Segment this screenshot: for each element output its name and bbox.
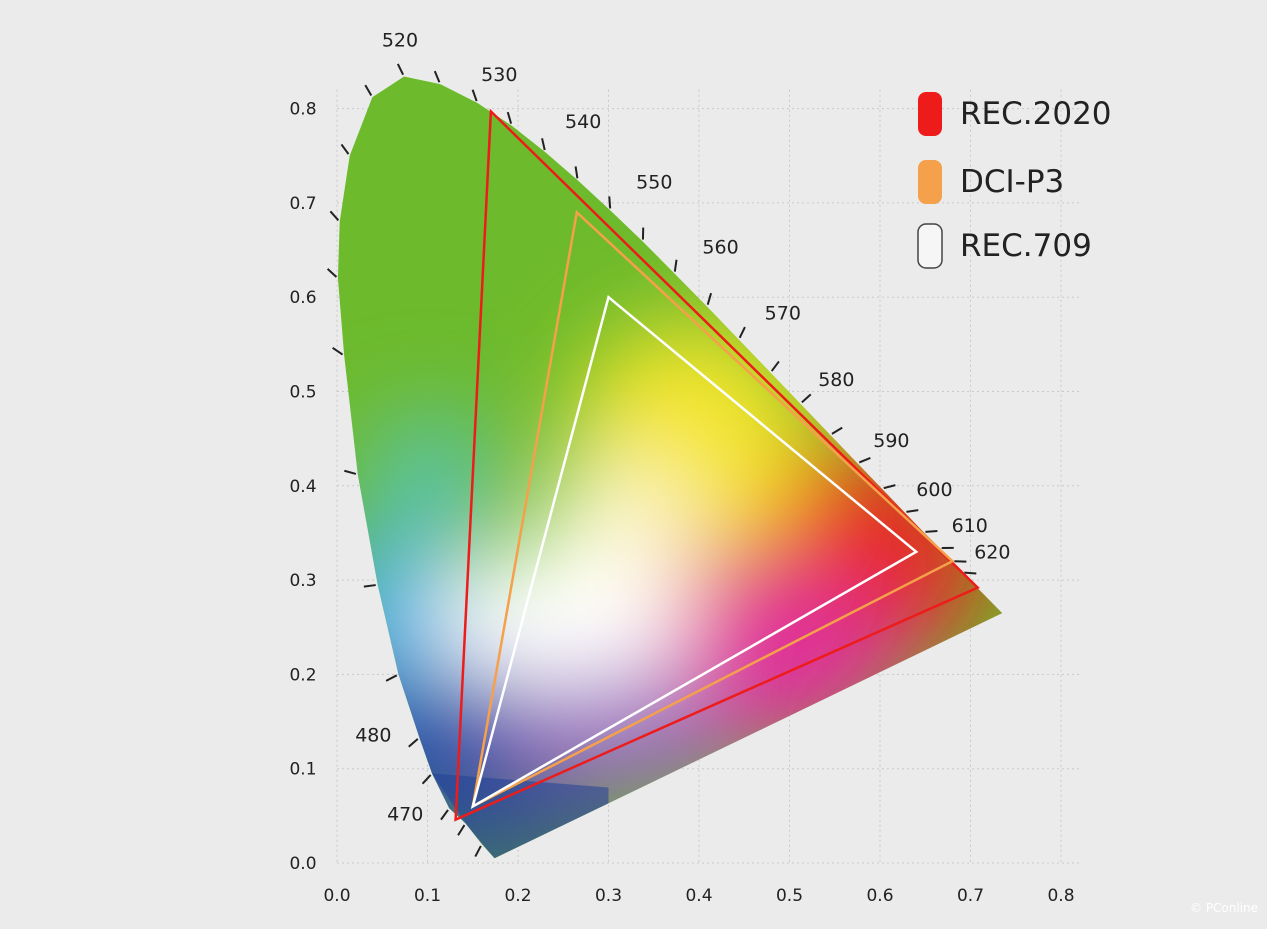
legend-swatch xyxy=(917,223,943,269)
y-tick-label: 0.6 xyxy=(289,288,316,308)
wavelength-tick xyxy=(474,845,482,857)
wavelength-tick xyxy=(574,166,579,179)
wavelength-tick xyxy=(329,210,340,221)
wavelength-tick xyxy=(831,426,843,435)
wavelength-tick xyxy=(883,484,896,490)
x-tick-label: 0.2 xyxy=(504,886,531,906)
legend: REC.2020 DCI-P3 REC.709 xyxy=(917,92,1112,269)
wavelength-label: 550 xyxy=(636,171,672,193)
legend-label: REC.2020 xyxy=(960,96,1112,132)
y-tick-label: 0.1 xyxy=(289,760,316,780)
wavelength-tick xyxy=(344,469,357,475)
wavelength-label: 600 xyxy=(916,479,952,501)
wavelength-label: 590 xyxy=(873,430,909,452)
gamut-triangles xyxy=(454,108,980,822)
wavelength-tick xyxy=(506,111,513,124)
legend-swatch xyxy=(918,160,942,204)
gamut-triangle-rec-2020 xyxy=(454,108,980,822)
x-tick-label: 0.0 xyxy=(323,886,350,906)
wavelength-ticks xyxy=(326,63,977,857)
wavelength-tick xyxy=(925,530,938,533)
y-tick-label: 0.8 xyxy=(289,100,316,120)
gamut-triangle-rec-709 xyxy=(470,294,919,809)
x-tick-label: 0.1 xyxy=(414,886,441,906)
wavelength-tick xyxy=(770,360,780,372)
wavelength-tick xyxy=(433,70,441,83)
wavelength-tick xyxy=(673,259,678,272)
wavelength-tick xyxy=(471,89,478,102)
wavelength-tick xyxy=(801,393,812,404)
wavelength-label: 530 xyxy=(481,64,517,86)
legend-label: REC.709 xyxy=(960,228,1092,264)
wavelength-tick xyxy=(421,774,432,785)
wavelength-tick xyxy=(541,138,546,151)
x-tick-label: 0.7 xyxy=(957,886,984,906)
axis-tick-labels: 0.0 0.1 0.2 0.3 0.4 0.5 0.6 0.7 0.8 0.0 0.1 0.2 0.3 0… xyxy=(289,100,1074,906)
wavelength-tick xyxy=(440,809,449,821)
wavelength-tick xyxy=(457,824,466,836)
x-tick-label: 0.8 xyxy=(1047,886,1074,906)
y-tick-label: 0.2 xyxy=(289,665,316,685)
wavelength-label: 470 xyxy=(387,803,423,825)
y-tick-label: 0.3 xyxy=(289,571,316,591)
wavelength-label: 570 xyxy=(765,303,801,325)
x-tick-label: 0.4 xyxy=(685,886,712,906)
legend-swatch xyxy=(918,92,942,136)
wavelength-tick xyxy=(363,584,376,588)
x-tick-label: 0.5 xyxy=(776,886,803,906)
wavelength-label: 520 xyxy=(382,30,418,52)
wavelength-tick xyxy=(608,196,612,209)
wavelength-label: 580 xyxy=(818,369,854,391)
y-tick-label: 0.4 xyxy=(289,477,316,497)
wavelength-tick xyxy=(340,143,350,155)
legend-label: DCI-P3 xyxy=(960,164,1064,200)
wavelength-tick xyxy=(396,63,404,76)
wavelength-tick xyxy=(706,292,713,305)
wavelength-tick xyxy=(385,674,398,682)
wavelength-tick xyxy=(964,571,977,575)
y-tick-label: 0.7 xyxy=(289,194,316,214)
wavelength-tick xyxy=(326,268,338,278)
watermark: © PConline xyxy=(1190,901,1258,915)
x-tick-label: 0.6 xyxy=(866,886,893,906)
wavelength-label: 540 xyxy=(565,111,601,133)
wavelength-tick xyxy=(364,84,373,97)
wavelength-tick xyxy=(738,326,746,339)
x-tick-label: 0.3 xyxy=(595,886,622,906)
y-tick-label: 0.5 xyxy=(289,383,316,403)
wavelength-label: 610 xyxy=(952,515,988,537)
wavelength-tick xyxy=(408,738,419,748)
wavelength-tick xyxy=(332,347,344,356)
y-tick-label: 0.0 xyxy=(289,854,316,874)
gamut-triangle-dci-p3 xyxy=(471,209,955,809)
wavelength-tick xyxy=(858,457,871,464)
wavelength-tick xyxy=(906,509,919,513)
wavelength-label: 480 xyxy=(355,725,391,747)
wavelength-label: 620 xyxy=(974,542,1010,564)
wavelength-label: 560 xyxy=(702,237,738,259)
